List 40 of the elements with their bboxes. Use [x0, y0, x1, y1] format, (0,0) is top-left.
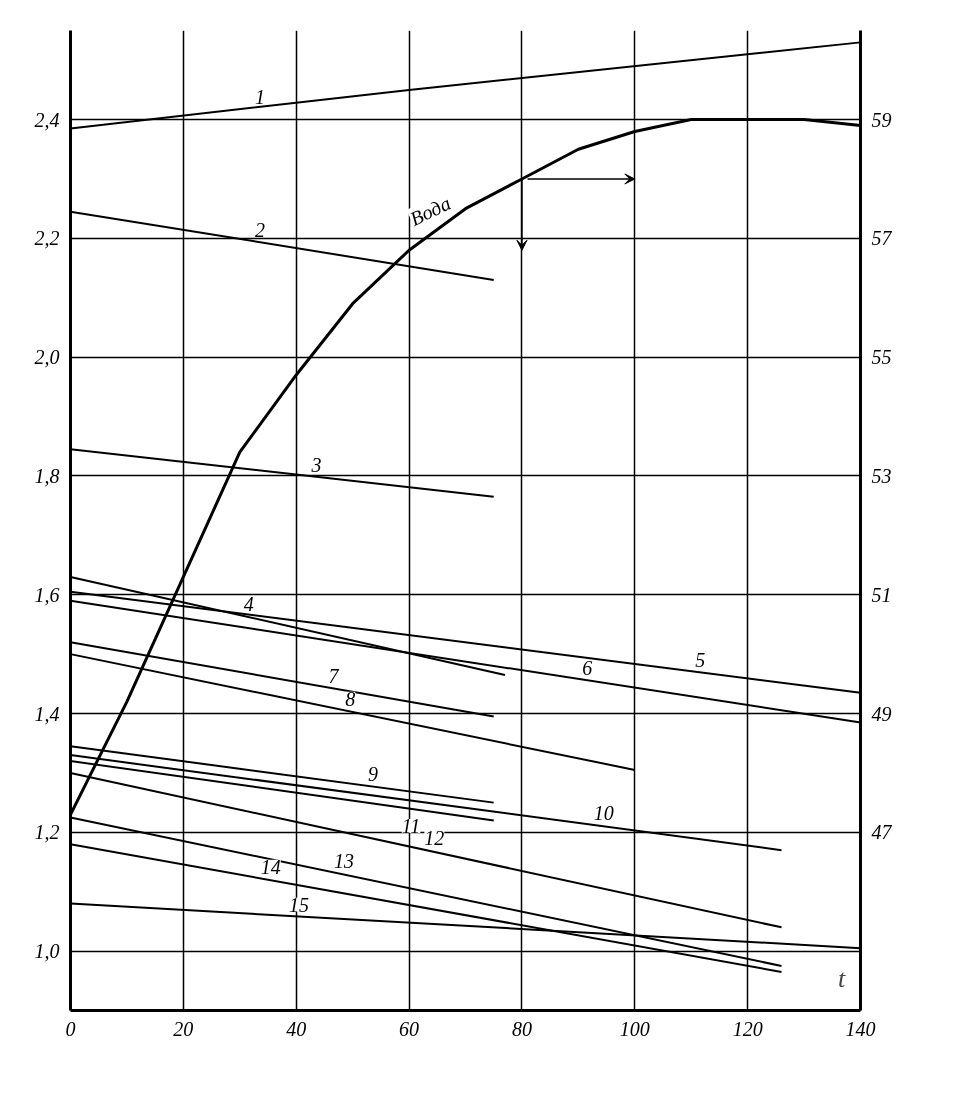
series-label: 5	[695, 649, 706, 672]
y2-tick-label: 47	[871, 821, 893, 844]
series-label: 14	[260, 855, 281, 878]
series-label: 15	[288, 893, 309, 916]
x-tick-label: 20	[173, 1017, 194, 1040]
series-label: 2	[255, 218, 266, 241]
series-label: 10	[593, 802, 614, 825]
y2-tick-label: 57	[871, 227, 893, 250]
x-tick-label: 40	[286, 1017, 307, 1040]
series-label: 6	[582, 656, 593, 679]
series-label: 3	[310, 453, 322, 476]
y-tick-label: 1,0	[34, 940, 60, 963]
y-tick-label: 2,0	[34, 346, 60, 369]
y2-tick-label: 53	[871, 464, 892, 487]
y-tick-label: 2,2	[34, 227, 60, 250]
series-label: 12	[424, 826, 445, 849]
y2-tick-label: 51	[871, 583, 892, 606]
x-tick-label: 120	[732, 1017, 763, 1040]
text: Вода	[406, 191, 454, 230]
x-tick-label: 100	[619, 1017, 650, 1040]
y2-tick-label: 55	[871, 346, 892, 369]
y2-tick-label: 59	[871, 108, 892, 131]
y-tick-label: 1,6	[34, 583, 60, 606]
x-tick-label: 80	[511, 1017, 532, 1040]
x-tick-label: 0	[65, 1017, 76, 1040]
y-tick-label: 1,2	[34, 821, 60, 844]
series-label: 7	[328, 664, 340, 687]
x-tick-label: 140	[845, 1017, 876, 1040]
series-label: 11	[401, 814, 421, 837]
series-label: 13	[334, 849, 355, 872]
y-tick-label: 1,8	[34, 464, 60, 487]
series-label: 8	[345, 687, 356, 710]
y-tick-label: 1,4	[34, 702, 60, 725]
x-tick-label: 60	[399, 1017, 420, 1040]
series-label: 1	[255, 85, 266, 108]
series-label: 4	[243, 593, 254, 616]
y-tick-label: 2,4	[34, 108, 60, 131]
x-axis-title: t	[837, 963, 846, 993]
y2-tick-label: 49	[871, 702, 892, 725]
series-label: 9	[367, 763, 378, 786]
